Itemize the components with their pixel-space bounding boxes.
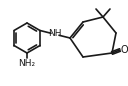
Text: NH: NH	[48, 29, 62, 38]
Text: O: O	[121, 45, 128, 55]
Text: NH₂: NH₂	[18, 58, 36, 68]
